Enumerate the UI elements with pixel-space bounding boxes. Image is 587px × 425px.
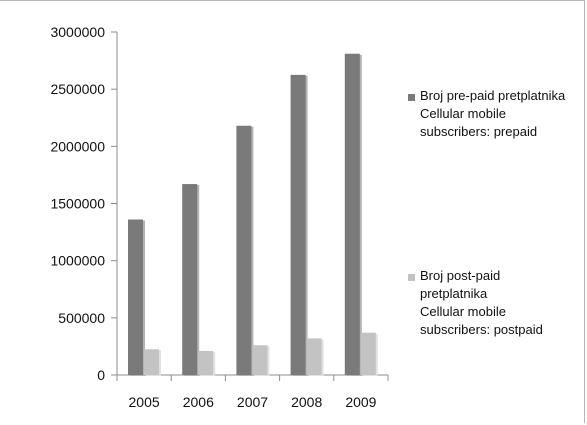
bars — [128, 53, 378, 377]
legend: Broj pre-paid pretplatnika Cellular mobil… — [408, 88, 566, 337]
x-tick-label: 2006 — [183, 394, 214, 410]
bar-postpaid — [144, 349, 159, 375]
legend-label-prepaid: Cellular mobile — [420, 106, 506, 121]
bar-prepaid — [236, 125, 252, 376]
y-tick-label: 0 — [97, 367, 105, 383]
y-tick-label: 1000000 — [50, 253, 105, 269]
bar-prepaid — [182, 184, 198, 375]
x-tick-label: 2008 — [291, 394, 322, 410]
y-tick-label: 2000000 — [50, 138, 105, 154]
bar-prepaid — [290, 74, 306, 375]
x-tick-label: 2007 — [237, 394, 268, 410]
y-tick-label: 500000 — [58, 310, 105, 326]
ticks: 0 500000 1000000 1500000 2000000 2500000 30000… — [50, 24, 389, 410]
legend-label-postpaid: pretplatnika — [420, 286, 488, 301]
y-tick-label: 1500000 — [50, 196, 105, 212]
legend-label-postpaid: Broj post-paid — [420, 268, 500, 283]
legend-label-prepaid: subscribers: prepaid — [420, 124, 537, 139]
bar-postpaid — [252, 345, 268, 375]
bar-postpaid — [360, 332, 376, 375]
x-tick-label: 2005 — [129, 394, 160, 410]
bar-prepaid — [344, 53, 360, 376]
bar-postpaid — [306, 338, 322, 375]
y-tick-label: 3000000 — [50, 24, 105, 40]
y-tick-label: 2500000 — [50, 81, 105, 97]
x-tick-label: 2009 — [345, 394, 376, 410]
legend-swatch-postpaid — [408, 274, 415, 281]
legend-swatch-prepaid — [408, 94, 415, 101]
legend-label-postpaid: subscribers: postpaid — [420, 322, 543, 337]
bar-prepaid — [128, 219, 143, 375]
legend-label-postpaid: Cellular mobile — [420, 304, 506, 319]
bar-postpaid — [198, 350, 214, 375]
legend-label-prepaid: Broj pre-paid pretplatnika — [420, 88, 566, 103]
